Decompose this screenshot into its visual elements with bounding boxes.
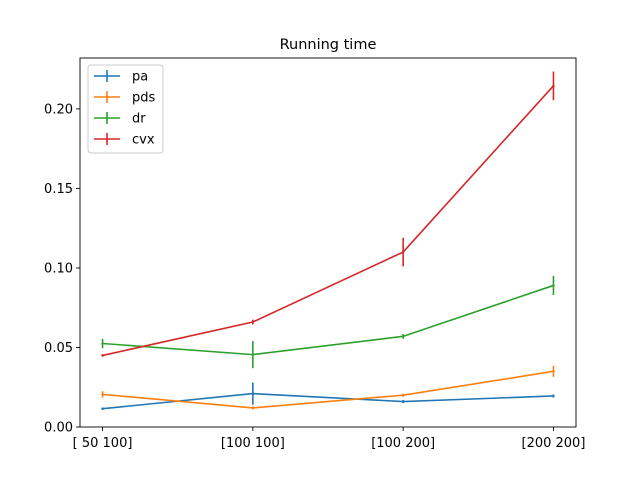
series-pa bbox=[101, 382, 555, 410]
point-dr-0 bbox=[101, 342, 104, 345]
series-dr bbox=[101, 275, 555, 369]
series-cvx bbox=[101, 71, 555, 357]
legend: pa pds dr cvx bbox=[87, 64, 164, 154]
chart-title: Running time bbox=[280, 37, 377, 53]
point-cvx-2 bbox=[401, 250, 405, 254]
x-tick-label-2: [100 200] bbox=[371, 436, 435, 451]
legend-label-dr: dr bbox=[132, 112, 146, 127]
legend-label-pds: pds bbox=[132, 91, 156, 106]
point-pds-1 bbox=[251, 406, 255, 410]
legend-box bbox=[87, 64, 164, 154]
point-pa-0 bbox=[101, 407, 104, 410]
axes-layer: 0.00 0.05 0.10 0.15 0.20 [ 50 100] [100 100] [1… bbox=[44, 57, 586, 451]
legend-label-cvx: cvx bbox=[132, 133, 155, 148]
point-dr-3 bbox=[552, 284, 555, 287]
point-pds-3 bbox=[552, 370, 555, 373]
series-line-dr bbox=[102, 284, 554, 356]
y-tick-label-0: 0.00 bbox=[44, 421, 73, 436]
point-pds-0 bbox=[101, 393, 104, 396]
series-pds bbox=[101, 365, 555, 410]
y-tick-label-3: 0.15 bbox=[44, 182, 73, 197]
point-pa-1 bbox=[251, 392, 255, 395]
point-pa-2 bbox=[401, 400, 405, 403]
point-pds-2 bbox=[401, 393, 405, 397]
point-cvx-3 bbox=[552, 84, 555, 88]
x-tick-label-0: [ 50 100] bbox=[73, 436, 133, 451]
point-dr-1 bbox=[251, 353, 255, 356]
legend-entry-pa: pa bbox=[94, 70, 148, 85]
x-tick-label-1: [100 100] bbox=[221, 436, 285, 451]
point-dr-2 bbox=[401, 335, 405, 338]
legend-entry-cvx: cvx bbox=[94, 133, 155, 148]
x-tick-label-3: [200 200] bbox=[522, 436, 586, 451]
point-pa-3 bbox=[552, 394, 555, 398]
legend-entry-pds: pds bbox=[94, 91, 156, 106]
series-line-pds bbox=[102, 370, 554, 409]
legend-entry-dr: dr bbox=[94, 112, 146, 127]
y-tick-label-2: 0.10 bbox=[44, 261, 73, 276]
legend-label-pa: pa bbox=[132, 70, 148, 85]
point-cvx-1 bbox=[251, 320, 255, 324]
series-line-cvx bbox=[102, 85, 555, 357]
y-tick-label-4: 0.20 bbox=[44, 102, 73, 117]
point-cvx-0 bbox=[101, 354, 104, 357]
plot-frame bbox=[79, 57, 577, 428]
y-tick-label-1: 0.05 bbox=[44, 341, 73, 356]
series-layer bbox=[101, 71, 555, 410]
